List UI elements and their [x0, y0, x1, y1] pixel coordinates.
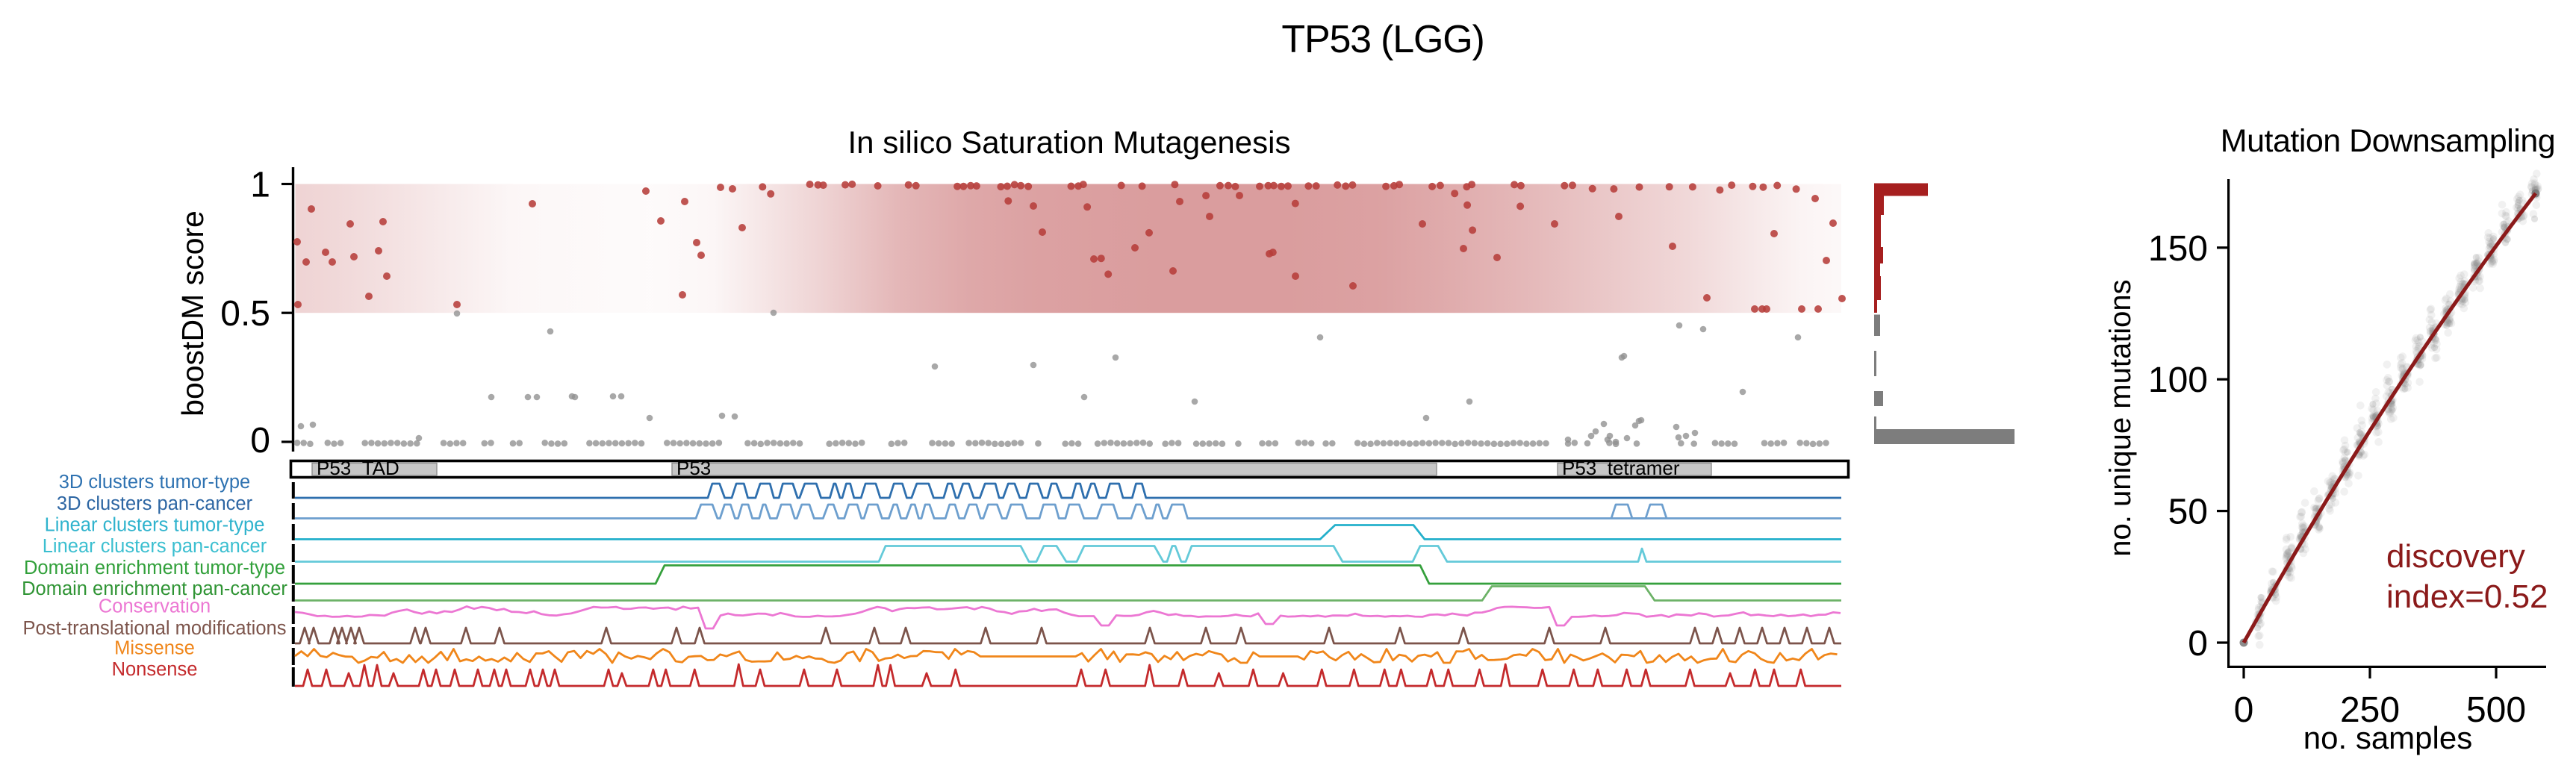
svg-text:P53_TAD: P53_TAD [317, 457, 399, 479]
svg-text:150: 150 [2148, 229, 2208, 269]
svg-text:Mutation Downsampling: Mutation Downsampling [2221, 123, 2555, 159]
svg-text:0: 0 [250, 421, 270, 461]
svg-text:250: 250 [2340, 690, 2400, 730]
svg-text:boostDM score: boostDM score [175, 210, 210, 416]
svg-text:no. samples: no. samples [2303, 720, 2472, 755]
svg-text:Conservation: Conservation [99, 596, 211, 617]
svg-text:0: 0 [2234, 690, 2254, 730]
svg-text:Domain enrichment pan-cancer: Domain enrichment pan-cancer [22, 578, 287, 599]
svg-text:500: 500 [2466, 690, 2526, 730]
svg-text:3D clusters pan-cancer: 3D clusters pan-cancer [57, 493, 253, 514]
svg-text:In silico Saturation Mutagenes: In silico Saturation Mutagenesis [848, 125, 1291, 160]
svg-text:Post-translational modificatio: Post-translational modifications [23, 618, 287, 639]
svg-text:Linear clusters tumor-type: Linear clusters tumor-type [45, 515, 265, 536]
svg-text:Linear clusters pan-cancer: Linear clusters pan-cancer [43, 536, 267, 557]
svg-text:Missense: Missense [114, 638, 195, 659]
svg-text:no. unique mutations: no. unique mutations [2104, 279, 2137, 556]
svg-text:P53_tetramer: P53_tetramer [1562, 457, 1680, 479]
svg-text:P53: P53 [676, 457, 711, 479]
svg-text:discovery: discovery [2386, 538, 2525, 575]
svg-text:3D clusters tumor-type: 3D clusters tumor-type [59, 472, 251, 493]
svg-text:Nonsense: Nonsense [112, 659, 198, 680]
svg-text:0.5: 0.5 [220, 294, 270, 334]
svg-text:0: 0 [2188, 624, 2208, 664]
svg-text:TP53 (LGG): TP53 (LGG) [1281, 18, 1484, 61]
svg-text:50: 50 [2168, 493, 2208, 532]
svg-text:100: 100 [2148, 361, 2208, 400]
svg-text:index=0.52: index=0.52 [2386, 578, 2548, 615]
svg-text:Domain enrichment tumor-type: Domain enrichment tumor-type [24, 558, 285, 578]
svg-text:1: 1 [250, 166, 270, 205]
